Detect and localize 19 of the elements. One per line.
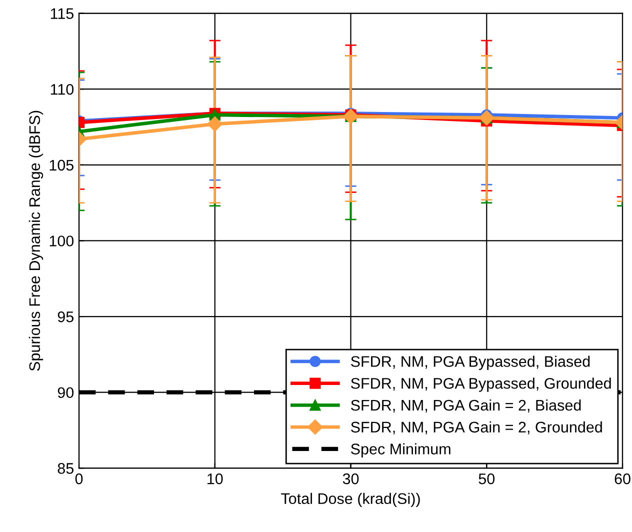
- legend-label: SFDR, NM, PGA Bypassed, Biased: [351, 356, 590, 370]
- x-tick-label: 50: [478, 473, 495, 484]
- legend-label: Spec Minimum: [351, 443, 450, 458]
- y-tick-label: 90: [58, 387, 74, 398]
- y-tick-label: 115: [50, 8, 74, 19]
- y-tick-label: 85: [58, 463, 74, 474]
- y-tick-label: 100: [50, 236, 74, 246]
- x-tick-label: 30: [342, 473, 359, 484]
- legend-label: SFDR, NM, PGA Gain = 2, Biased: [351, 399, 581, 412]
- x-tick-label: 10: [208, 473, 223, 484]
- y-tick-label: 105: [50, 160, 74, 171]
- y-tick-label: 95: [58, 311, 74, 322]
- legend-label: SFDR, NM, PGA Gain = 2, Grounded: [351, 421, 602, 434]
- y-tick-label: 110: [50, 84, 74, 95]
- legend-label: SFDR, NM, PGA Bypassed, Grounded: [351, 378, 611, 392]
- x-tick-label: 60: [614, 473, 630, 484]
- y-axis-title: Spurious Free Dynamic Range (dBFS): [28, 110, 44, 371]
- x-axis-title: Total Dose (krad(Si)): [281, 492, 420, 508]
- x-tick-label: 0: [75, 473, 83, 484]
